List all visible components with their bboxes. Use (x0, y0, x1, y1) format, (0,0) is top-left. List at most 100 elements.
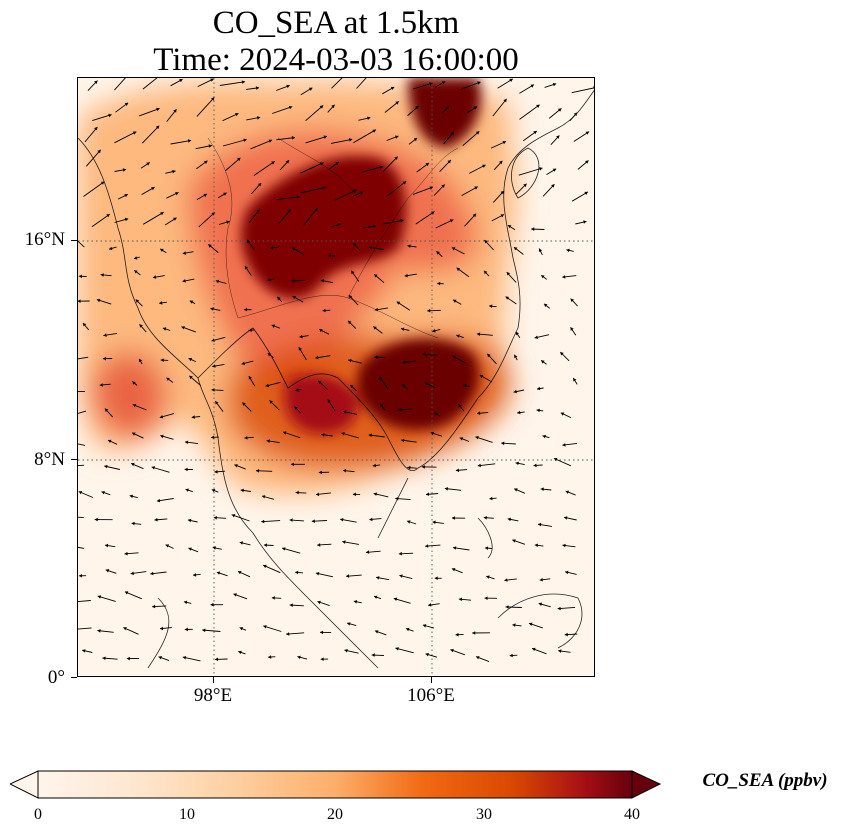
wind-vector-head (150, 571, 154, 576)
wind-vector-head (153, 275, 157, 279)
wind-vector-head (315, 572, 320, 576)
wind-vector-head (368, 246, 372, 250)
wind-vector-head (213, 516, 217, 520)
wind-vector-head (482, 164, 486, 168)
wind-vector (272, 106, 293, 114)
wind-vector-head (292, 296, 296, 300)
wind-vector-head (343, 410, 347, 414)
wind-vector-head (132, 131, 137, 135)
wind-vector (78, 546, 85, 549)
wind-vector-head (139, 324, 143, 328)
wind-vector-head (291, 279, 295, 283)
wind-vector (382, 156, 399, 173)
wind-vector-head (407, 520, 411, 524)
wind-vector (219, 81, 246, 86)
wind-vector-head (257, 116, 261, 120)
wind-vector-head (430, 431, 434, 436)
wind-vector-head (271, 596, 275, 600)
wind-vector (492, 98, 507, 117)
wind-vector-head (509, 653, 513, 658)
wind-vector-head (368, 433, 372, 438)
wind-vector-head (396, 301, 401, 305)
wind-vector-head (485, 546, 489, 550)
lat-tick-mark-0 (71, 677, 77, 678)
wind-vector-head (534, 543, 538, 548)
wind-vector-head (288, 105, 293, 110)
lat-label-8: 8°N (34, 449, 65, 470)
wind-vector-head (552, 168, 557, 172)
wind-vector-head (352, 492, 356, 497)
wind-vector-head (271, 324, 275, 328)
wind-vector-head (500, 190, 504, 195)
wind-vector-head (243, 138, 247, 142)
wind-vector-head (449, 219, 454, 223)
wind-vector-head (515, 331, 519, 336)
wind-vector-head (320, 657, 324, 661)
wind-vector-head (263, 564, 267, 569)
wind-vector-head (554, 457, 558, 462)
plume-core-cambodia (356, 338, 479, 431)
wind-vector-head (314, 208, 318, 212)
wind-vector-head (317, 543, 321, 547)
wind-vector-head (421, 465, 425, 469)
colorbar-extend-max (631, 770, 662, 799)
wind-vector-head (541, 275, 545, 279)
wind-vector-head (404, 273, 408, 278)
wind-vector-head (129, 494, 133, 499)
wind-vector-head (154, 517, 158, 522)
map-panel (77, 77, 595, 677)
wind-vector-head (156, 107, 160, 112)
wind-vector-head (453, 299, 457, 303)
wind-vector-head (123, 627, 127, 631)
wind-vector-head (593, 86, 594, 90)
wind-vector-head (104, 464, 108, 469)
wind-vector-head (156, 498, 161, 503)
wind-vector-head (131, 462, 135, 467)
wind-vector-head (204, 160, 208, 164)
wind-vector-head (512, 539, 516, 543)
wind-vector-head (456, 334, 460, 338)
wind-vector-head (529, 622, 533, 626)
wind-vector-head (175, 192, 179, 196)
wind-vector-head (187, 518, 192, 523)
wind-vector-head (538, 248, 543, 252)
wind-vector-head (102, 356, 106, 361)
wind-vector-head (211, 435, 215, 440)
wind-vector (124, 591, 142, 600)
wind-vector-head (193, 573, 197, 577)
wind-vector-head (400, 218, 404, 223)
wind-vector-head (395, 647, 399, 651)
colorbar (10, 770, 662, 799)
wind-vector-head (94, 80, 98, 84)
lon-label-98: 98°E (193, 685, 233, 706)
wind-vector-head (451, 247, 456, 251)
wind-vector (78, 600, 91, 602)
wind-vector-head (101, 491, 105, 495)
wind-vector-head (432, 329, 436, 333)
map-title-line-2: Time: 2024-03-03 16:00:00 (153, 42, 519, 78)
wind-vector (571, 87, 594, 94)
wind-vector (114, 131, 137, 144)
wind-vector (84, 126, 98, 143)
wind-vector-head (160, 358, 164, 362)
wind-vector-head (94, 127, 98, 131)
colorbar-tick-40: 40 (624, 806, 640, 823)
wind-vector-head (263, 625, 267, 629)
wind-vector-head (371, 653, 375, 657)
lat-tick-mark-16 (71, 240, 77, 241)
wind-vector-head (248, 376, 252, 380)
wind-vector-head (297, 655, 301, 660)
wind-vector-head (239, 541, 243, 545)
wind-vector (384, 101, 400, 113)
wind-vector-head (265, 383, 269, 388)
wind-vector-head (472, 213, 477, 218)
wind-vector-head (223, 192, 227, 196)
wind-vector-head (441, 81, 446, 85)
wind-vector-head (103, 333, 107, 337)
wind-vector-head (475, 131, 480, 135)
wind-vector-head (266, 439, 270, 443)
wind-vector-head (573, 112, 578, 116)
wind-vector-head (565, 490, 570, 494)
wind-vector-head (261, 519, 265, 524)
wind-vector-head (560, 352, 564, 356)
